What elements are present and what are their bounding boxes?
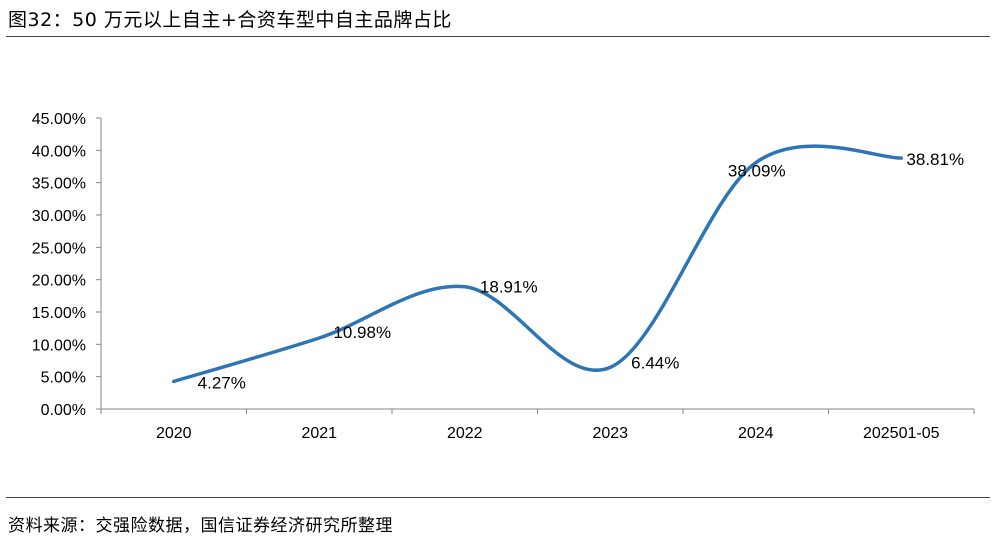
data-labels: 4.27% 10.98% 18.91% 6.44% 38.09% 38.81% bbox=[198, 150, 964, 392]
data-label: 10.98% bbox=[333, 323, 391, 342]
data-label: 4.27% bbox=[198, 373, 246, 392]
x-tick-label: 2024 bbox=[738, 425, 774, 442]
y-tick-label: 30.00% bbox=[32, 208, 86, 225]
x-tick-label: 2020 bbox=[156, 425, 192, 442]
y-tick-label: 15.00% bbox=[32, 305, 86, 322]
x-tick-label: 202501-05 bbox=[863, 425, 940, 442]
y-tick-label: 0.00% bbox=[41, 402, 86, 419]
series-line bbox=[172, 144, 903, 384]
data-label: 38.81% bbox=[906, 150, 964, 169]
y-tick-label: 40.00% bbox=[32, 143, 86, 160]
x-tick-label: 2023 bbox=[592, 425, 628, 442]
figure-title: 图32：50 万元以上自主+合资车型中自主品牌占比 bbox=[8, 9, 452, 31]
x-tick-label: 2022 bbox=[447, 425, 483, 442]
y-tick-label: 10.00% bbox=[32, 337, 86, 354]
y-tick-label: 35.00% bbox=[32, 176, 86, 193]
data-label: 18.91% bbox=[480, 278, 538, 297]
y-tick-label: 25.00% bbox=[32, 240, 86, 257]
data-label: 38.09% bbox=[728, 162, 786, 181]
y-tick-label: 20.00% bbox=[32, 273, 86, 290]
title-divider bbox=[6, 36, 990, 37]
x-tick-label: 2021 bbox=[301, 425, 337, 442]
y-axis: 0.00% 5.00% 10.00% 15.00% 20.00% 25.00% 30.00%… bbox=[32, 111, 102, 419]
source-divider bbox=[6, 497, 990, 498]
data-label: 6.44% bbox=[631, 353, 679, 372]
y-tick-label: 5.00% bbox=[41, 370, 86, 387]
x-axis: 2020 2021 2022 2023 2024 202501-05 bbox=[100, 408, 975, 442]
y-tick-label: 45.00% bbox=[32, 111, 86, 128]
source-note: 资料来源：交强险数据，国信证券经济研究所整理 bbox=[8, 516, 393, 536]
